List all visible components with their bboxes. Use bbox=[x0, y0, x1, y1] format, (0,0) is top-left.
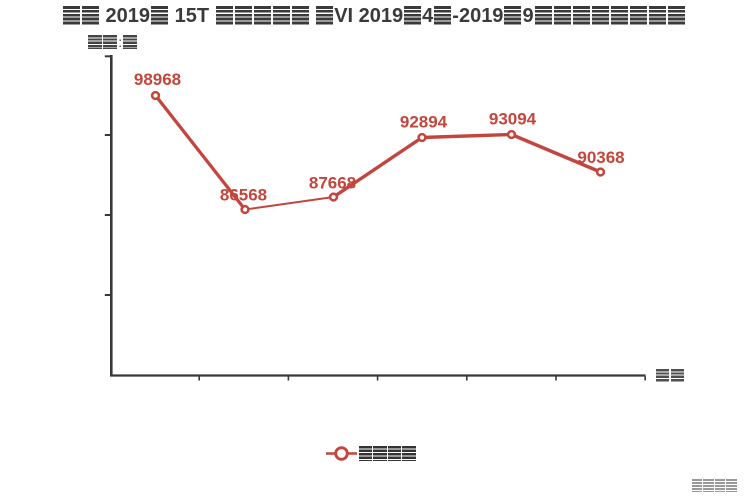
svg-text:87668: 87668 bbox=[309, 174, 356, 193]
svg-text:92894: 92894 bbox=[400, 113, 448, 132]
svg-text:93094: 93094 bbox=[489, 110, 537, 129]
svg-text:98968: 98968 bbox=[134, 70, 181, 89]
svg-text:86568: 86568 bbox=[220, 186, 267, 205]
svg-text:90368: 90368 bbox=[577, 148, 624, 167]
